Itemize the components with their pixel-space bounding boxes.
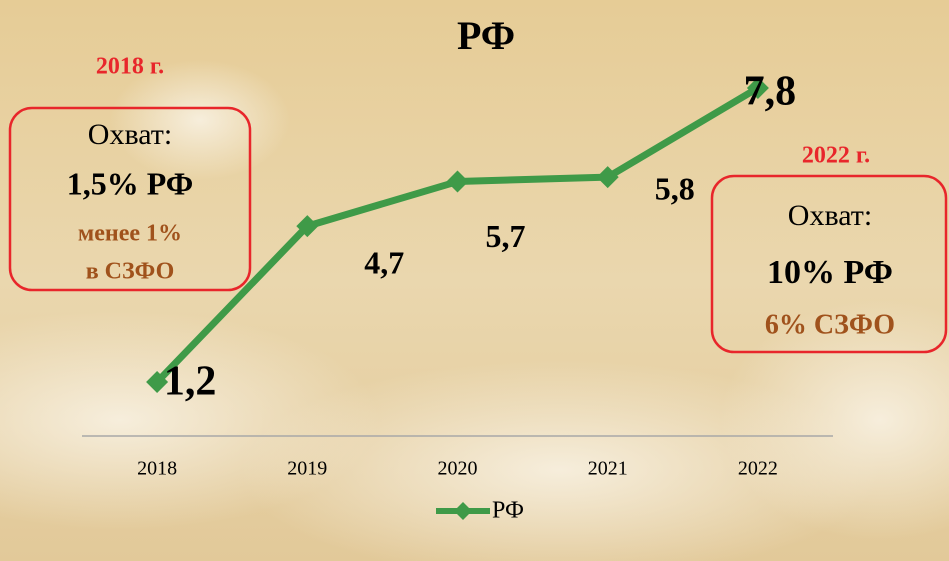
x-tick-label: 2022 — [738, 458, 778, 480]
data-label: 5,7 — [486, 218, 526, 254]
annotation-text: Охват: — [788, 199, 872, 232]
data-label: 5,8 — [655, 170, 695, 206]
chart-title: РФ — [457, 13, 515, 58]
annotation-text: 6% СЗФО — [765, 309, 895, 340]
annotation-year: 2022 г. — [802, 143, 870, 169]
annotation-text: менее 1% — [78, 221, 182, 247]
legend-label: РФ — [492, 498, 524, 524]
chart: РФ 2018 г. Охват: 1,5% РФ менее 1% в СЗФ… — [0, 0, 949, 561]
annotation-text: 10% РФ — [767, 254, 893, 291]
data-label: 7,8 — [744, 69, 797, 115]
annotation-year: 2018 г. — [96, 54, 164, 80]
data-label: 4,7 — [364, 244, 404, 280]
x-tick-label: 2019 — [287, 458, 327, 480]
annotation-text: в СЗФО — [86, 259, 175, 285]
x-tick-label: 2018 — [137, 458, 177, 480]
annotation-text: 1,5% РФ — [67, 165, 193, 201]
x-tick-label: 2021 — [588, 458, 628, 480]
annotation-text: Охват: — [88, 118, 172, 151]
x-tick-label: 2020 — [438, 458, 478, 480]
page: РФ 2018 г. Охват: 1,5% РФ менее 1% в СЗФ… — [0, 0, 949, 561]
data-label: 1,2 — [164, 359, 217, 405]
